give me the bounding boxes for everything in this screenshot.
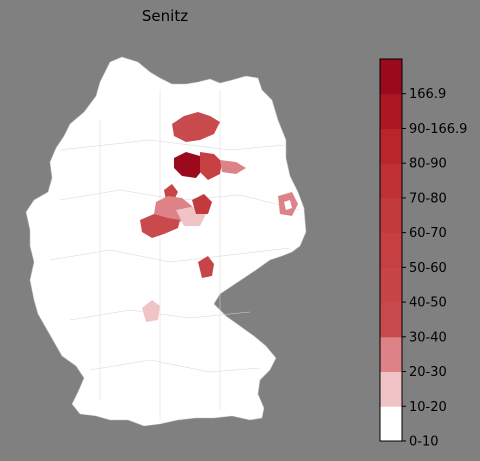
colorbar-tick-label: 50-60	[409, 261, 447, 276]
colorbar-frame	[379, 58, 403, 442]
colorbar-tick-label: 70-80	[409, 191, 447, 206]
region-mid-southwest	[140, 214, 180, 238]
colorbar-bin	[380, 232, 402, 268]
colorbar-tick-label: 166.9	[409, 87, 446, 102]
region-north	[172, 112, 220, 142]
region-center-east	[200, 152, 222, 180]
region-center-east-light	[220, 160, 246, 174]
region-south-pink	[142, 300, 160, 322]
region-saxony	[198, 256, 214, 278]
colorbar-bin	[380, 59, 402, 95]
colorbar-tick-label: 90-166.9	[409, 122, 467, 137]
colorbar-tick-label: 20-30	[409, 365, 447, 380]
colorbar-bin	[380, 336, 402, 373]
colorbar-bin	[380, 371, 402, 407]
map-title: Senitz	[141, 7, 189, 25]
region-mid-west	[164, 184, 178, 200]
colorbar-tick-label: 0-10	[409, 435, 439, 450]
germany-outline	[25, 56, 307, 427]
colorbar-bin	[380, 267, 402, 303]
region-center-dark	[174, 152, 204, 178]
colorbar-bin	[380, 197, 402, 234]
colorbar-bin	[380, 93, 402, 129]
colorbar-tick-label: 80-90	[409, 157, 447, 172]
colorbar-tick-label: 40-50	[409, 296, 447, 311]
colorbar-bin	[380, 128, 402, 164]
colorbar-bin	[380, 302, 402, 338]
colorbar: 0-10 10-20 20-30 30-40 40-50 50-60 60-70 70-80 8…	[379, 58, 467, 450]
colorbar-tick-label: 10-20	[409, 400, 447, 415]
colorbar-bin	[380, 163, 402, 199]
region-east-border-inner	[284, 200, 292, 210]
colorbar-tick-label: 60-70	[409, 226, 447, 241]
region-mid-red	[192, 194, 212, 214]
colorbar-tick-label: 30-40	[409, 330, 447, 345]
colorbar-bin	[380, 406, 402, 442]
